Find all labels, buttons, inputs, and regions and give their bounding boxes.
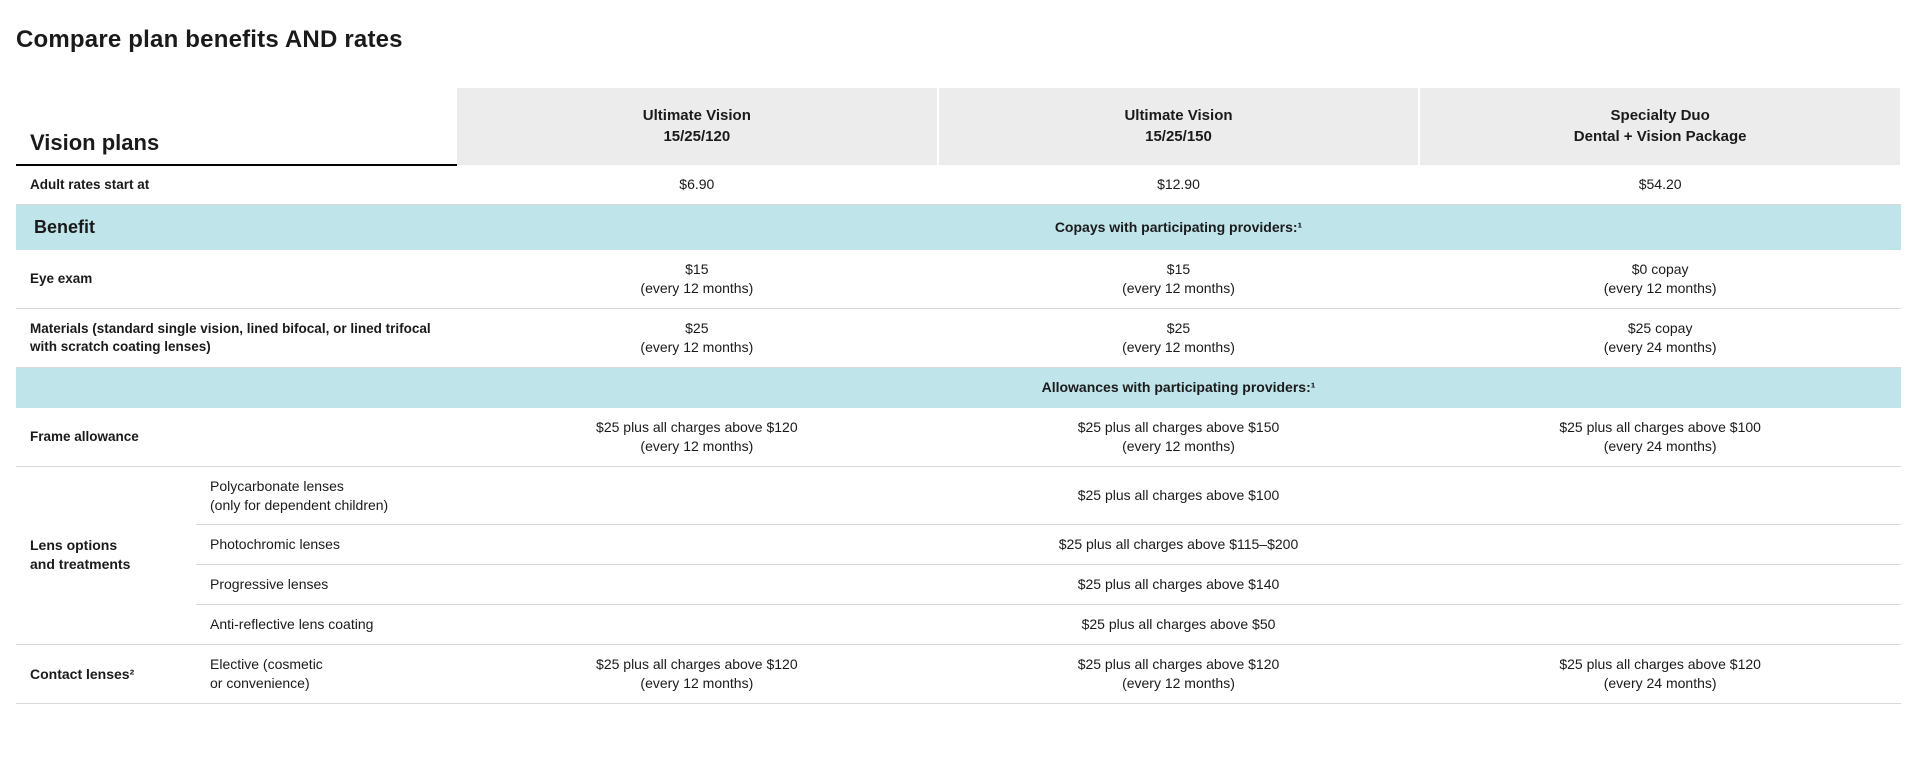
cell-sub: (every 12 months)	[470, 674, 924, 693]
cell-sub: (every 12 months)	[952, 437, 1406, 456]
row-eye-exam: Eye exam $15 (every 12 months) $15 (ever…	[16, 250, 1901, 309]
page-title: Compare plan benefits AND rates	[16, 24, 1902, 56]
plan-name-line1: Ultimate Vision	[1124, 107, 1232, 124]
row-contact-elective: Contact lenses² Elective (cosmeticor con…	[16, 645, 1901, 704]
header-row: Vision plans Ultimate Vision 15/25/120 U…	[16, 88, 1901, 165]
plan-name-line1: Ultimate Vision	[643, 107, 751, 124]
lens-sub-label: Anti-reflective lens coating	[196, 605, 456, 645]
rate-cell: $12.90	[938, 165, 1420, 205]
rates-row: Adult rates start at $6.90 $12.90 $54.20	[16, 165, 1901, 205]
cell-sub: (every 12 months)	[470, 279, 924, 298]
lens-spanned-cell: $25 plus all charges above $100	[456, 466, 1901, 525]
lens-group-label: Lens optionsand treatments	[16, 466, 196, 644]
plan-name-line1: Specialty Duo	[1611, 107, 1710, 124]
cell-main: $0 copay	[1433, 260, 1887, 279]
comparison-table: Vision plans Ultimate Vision 15/25/120 U…	[16, 88, 1902, 703]
lens-spanned-cell: $25 plus all charges above $115–$200	[456, 525, 1901, 565]
lens-spanned-cell: $25 plus all charges above $50	[456, 605, 1901, 645]
cell-main: $25 copay	[1433, 319, 1887, 338]
cell-main: $15	[470, 260, 924, 279]
cell-main: $15	[952, 260, 1406, 279]
cell-main: $25 plus all charges above $120	[952, 655, 1406, 674]
lens-spanned-cell: $25 plus all charges above $140	[456, 565, 1901, 605]
contact-sub-label: Elective (cosmeticor convenience)	[196, 645, 456, 704]
cell: $25 plus all charges above $120 (every 2…	[1419, 645, 1901, 704]
row-lens-progressive: Progressive lenses $25 plus all charges …	[16, 565, 1901, 605]
cell-sub: (every 12 months)	[470, 338, 924, 357]
cell-sub: (every 24 months)	[1433, 674, 1887, 693]
cell-sub: (every 24 months)	[1433, 338, 1887, 357]
page-root: Compare plan benefits AND rates Vision p…	[0, 0, 1918, 744]
lens-sub-label: Polycarbonate lenses(only for dependent …	[196, 466, 456, 525]
cell: $25 plus all charges above $150 (every 1…	[938, 407, 1420, 466]
band-spacer	[16, 367, 456, 407]
cell: $25 plus all charges above $120 (every 1…	[456, 645, 938, 704]
rates-label: Adult rates start at	[16, 165, 456, 205]
cell-sub: (every 12 months)	[470, 437, 924, 456]
cell: $25 plus all charges above $120 (every 1…	[456, 407, 938, 466]
cell: $15 (every 12 months)	[938, 250, 1420, 309]
row-lens-polycarbonate: Lens optionsand treatments Polycarbonate…	[16, 466, 1901, 525]
section-title-cell: Vision plans	[16, 88, 456, 165]
cell: $25 (every 12 months)	[456, 309, 938, 368]
plan-header-3: Specialty Duo Dental + Vision Package	[1419, 88, 1901, 165]
row-frame-allowance: Frame allowance $25 plus all charges abo…	[16, 407, 1901, 466]
cell-sub: (every 24 months)	[1433, 437, 1887, 456]
band-allowances: Allowances with participating providers:…	[16, 367, 1901, 407]
cell-main: $25 plus all charges above $120	[1433, 655, 1887, 674]
plan-name-line2: 15/25/120	[467, 127, 927, 147]
row-label: Materials (standard single vision, lined…	[16, 309, 456, 368]
cell-main: $25	[952, 319, 1406, 338]
cell-main: $25 plus all charges above $120	[470, 418, 924, 437]
lens-sub-label: Photochromic lenses	[196, 525, 456, 565]
row-label: Eye exam	[16, 250, 456, 309]
cell-main: $25 plus all charges above $150	[952, 418, 1406, 437]
cell-main: $25 plus all charges above $120	[470, 655, 924, 674]
plan-header-2: Ultimate Vision 15/25/150	[938, 88, 1420, 165]
band-copays-caption: Copays with participating providers:¹	[456, 205, 1901, 250]
cell-sub: (every 12 months)	[1433, 279, 1887, 298]
cell: $15 (every 12 months)	[456, 250, 938, 309]
rate-cell: $6.90	[456, 165, 938, 205]
band-copays: Benefit Copays with participating provid…	[16, 205, 1901, 250]
row-lens-antireflective: Anti-reflective lens coating $25 plus al…	[16, 605, 1901, 645]
cell: $25 plus all charges above $100 (every 2…	[1419, 407, 1901, 466]
plan-name-line2: Dental + Vision Package	[1430, 127, 1890, 147]
cell: $25 plus all charges above $120 (every 1…	[938, 645, 1420, 704]
cell: $0 copay (every 12 months)	[1419, 250, 1901, 309]
section-title: Vision plans	[30, 128, 441, 158]
cell-main: $25	[470, 319, 924, 338]
plan-name-line2: 15/25/150	[949, 127, 1409, 147]
cell-sub: (every 12 months)	[952, 338, 1406, 357]
row-label: Frame allowance	[16, 407, 456, 466]
lens-sub-label: Progressive lenses	[196, 565, 456, 605]
benefit-heading: Benefit	[16, 205, 456, 250]
plan-header-1: Ultimate Vision 15/25/120	[456, 88, 938, 165]
cell-sub: (every 12 months)	[952, 674, 1406, 693]
band-allowances-caption: Allowances with participating providers:…	[456, 367, 1901, 407]
row-lens-photochromic: Photochromic lenses $25 plus all charges…	[16, 525, 1901, 565]
rate-cell: $54.20	[1419, 165, 1901, 205]
contact-group-label: Contact lenses²	[16, 645, 196, 704]
cell: $25 copay (every 24 months)	[1419, 309, 1901, 368]
cell-main: $25 plus all charges above $100	[1433, 418, 1887, 437]
cell-sub: (every 12 months)	[952, 279, 1406, 298]
row-materials: Materials (standard single vision, lined…	[16, 309, 1901, 368]
cell: $25 (every 12 months)	[938, 309, 1420, 368]
